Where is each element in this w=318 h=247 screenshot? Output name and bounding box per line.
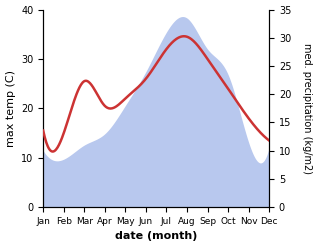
Y-axis label: med. precipitation (kg/m2): med. precipitation (kg/m2) xyxy=(302,43,313,174)
Y-axis label: max temp (C): max temp (C) xyxy=(5,70,16,147)
X-axis label: date (month): date (month) xyxy=(115,231,197,242)
